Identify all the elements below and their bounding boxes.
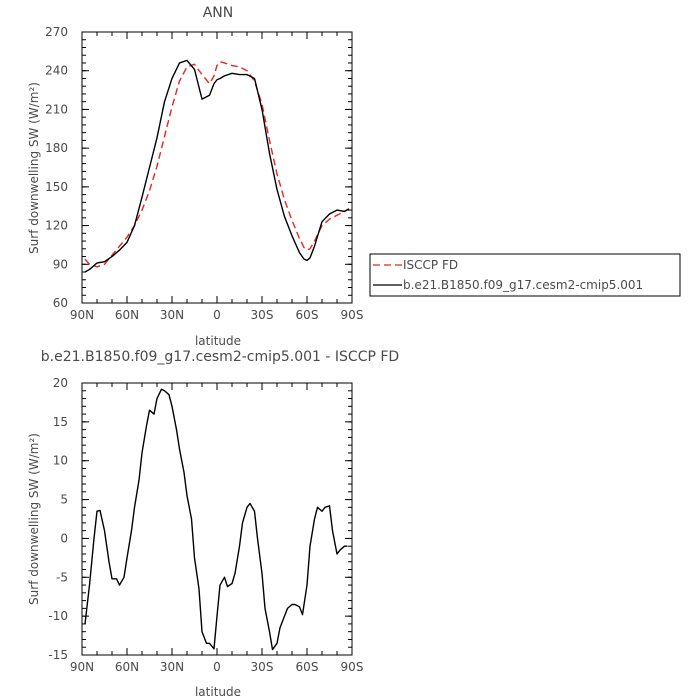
- y-tick-label: 180: [45, 141, 68, 155]
- x-tick-label: 60N: [115, 660, 139, 674]
- y-tick-label: 120: [45, 219, 68, 233]
- y-tick-label: 150: [45, 180, 68, 194]
- x-tick-label: 90S: [341, 308, 364, 322]
- x-tick-label: 60S: [296, 660, 319, 674]
- bottom-y-tick-labels: -15 -10 -5 0 5 10 15 20: [48, 376, 68, 662]
- x-tick-label: 90N: [70, 660, 94, 674]
- top-axis-ticks: [81, 31, 353, 304]
- bottom-plot-frame: [81, 382, 353, 656]
- bottom-x-tick-labels: 90N 60N 30N 0 30S 60S 90S: [70, 660, 364, 674]
- series-line-difference: [84, 388, 348, 651]
- x-tick-label: 30S: [251, 308, 274, 322]
- top-series-group: [84, 59, 350, 273]
- x-tick-label: 60S: [296, 308, 319, 322]
- top-y-axis-label: Surf downwelling SW (W/m²): [27, 82, 41, 254]
- series-line-cesm: [84, 59, 350, 273]
- y-tick-label: 0: [60, 531, 68, 545]
- top-x-tick-labels: 90N 60N 30N 0 30S 60S 90S: [70, 308, 364, 322]
- y-tick-label: 270: [45, 25, 68, 39]
- y-tick-label: -5: [56, 570, 68, 584]
- x-tick-label: 90S: [341, 660, 364, 674]
- top-x-axis-label: latitude: [195, 334, 241, 348]
- y-tick-label: 240: [45, 64, 68, 78]
- y-tick-label: 10: [53, 454, 68, 468]
- bottom-series-group: [84, 388, 348, 651]
- bottom-x-axis-label: latitude: [195, 685, 241, 699]
- top-title: ANN: [203, 5, 234, 21]
- x-tick-label: 60N: [115, 308, 139, 322]
- legend-box: [369, 253, 681, 297]
- y-tick-label: -10: [48, 609, 68, 623]
- x-tick-label: 30S: [251, 660, 274, 674]
- legend-label-isccp: ISCCP FD: [403, 258, 458, 272]
- top-y-tick-labels: 60 90 120 150 180 210 240 270: [45, 25, 68, 310]
- x-tick-label: 0: [213, 308, 221, 322]
- legend: ISCCP FD b.e21.B1850.f09_g17.cesm2-cmip5…: [369, 253, 681, 297]
- y-tick-label: 210: [45, 102, 68, 116]
- series-line-isccp: [84, 60, 350, 268]
- y-tick-label: 90: [53, 257, 68, 271]
- y-tick-label: 15: [53, 415, 68, 429]
- top-panel: ANN 90N 60N 30N 0 30S 60S 90S 60 90 120 150 180 210…: [27, 5, 681, 348]
- x-tick-label: 30N: [160, 660, 184, 674]
- x-tick-label: 30N: [160, 308, 184, 322]
- legend-label-cesm: b.e21.B1850.f09_g17.cesm2-cmip5.001: [403, 278, 643, 292]
- x-tick-label: 0: [213, 660, 221, 674]
- y-tick-label: 5: [60, 493, 68, 507]
- bottom-panel: b.e21.B1850.f09_g17.cesm2-cmip5.001 - IS…: [27, 349, 399, 699]
- y-tick-label: 20: [53, 376, 68, 390]
- bottom-y-axis-label: Surf downwelling SW (W/m²): [27, 433, 41, 605]
- y-tick-label: -15: [48, 648, 68, 662]
- y-tick-label: 60: [53, 296, 68, 310]
- x-tick-label: 90N: [70, 308, 94, 322]
- bottom-axis-ticks: [81, 382, 353, 656]
- top-plot-frame: [81, 31, 353, 304]
- bottom-title: b.e21.B1850.f09_g17.cesm2-cmip5.001 - IS…: [41, 349, 399, 365]
